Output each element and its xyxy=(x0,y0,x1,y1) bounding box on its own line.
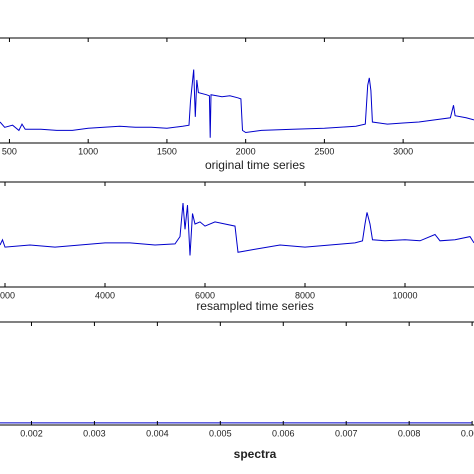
x-axis-label: spectra xyxy=(234,447,277,461)
x-tick-label: 0.002 xyxy=(20,428,43,438)
x-tick-label: 0.007 xyxy=(335,428,358,438)
data-line xyxy=(0,202,474,256)
data-line xyxy=(0,69,474,138)
x-tick-label: 2000 xyxy=(236,146,256,156)
x-tick-label: 0.003 xyxy=(83,428,106,438)
x-tick-label: 3000 xyxy=(393,146,413,156)
x-tick-label: 0.006 xyxy=(272,428,295,438)
x-tick-label: 2000 xyxy=(0,290,15,300)
x-tick-label: 8000 xyxy=(295,290,315,300)
x-tick-label: 4000 xyxy=(95,290,115,300)
axes-frame xyxy=(0,37,474,144)
x-tick-label: 2500 xyxy=(314,146,334,156)
x-tick-label: 6000 xyxy=(195,290,215,300)
x-tick-label: 1500 xyxy=(157,146,177,156)
x-tick-label: 1000 xyxy=(78,146,98,156)
x-tick-label: 0.005 xyxy=(209,428,232,438)
x-tick-label: 500 xyxy=(2,146,17,156)
x-axis-label: resampled time series xyxy=(196,299,313,313)
x-tick-label: 10000 xyxy=(392,290,417,300)
x-tick-label: 0.008 xyxy=(398,428,421,438)
axes-frame xyxy=(0,181,474,288)
x-tick-label: 0.009 xyxy=(461,428,474,438)
x-axis-label: original time series xyxy=(205,158,305,172)
x-tick-label: 0.004 xyxy=(146,428,169,438)
axes-frame xyxy=(0,321,474,426)
